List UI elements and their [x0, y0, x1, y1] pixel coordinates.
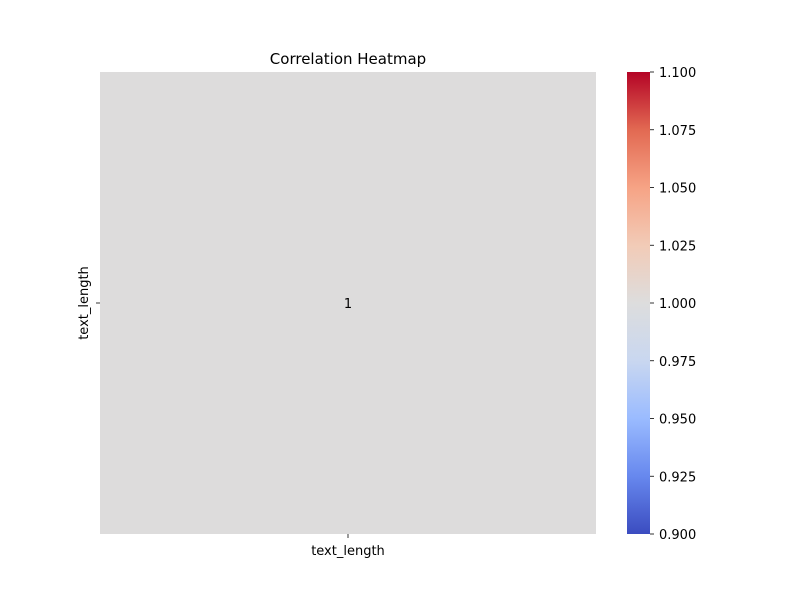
colorbar-tick-label: 0.950 [659, 413, 696, 428]
colorbar-tick-label: 1.100 [659, 66, 696, 81]
colorbar-gradient-bar [627, 72, 650, 534]
colorbar: 0.900 0.925 0.950 0.975 1.000 1.025 1.050 1.075… [627, 66, 696, 543]
colorbar-tick-label: 1.075 [659, 124, 696, 139]
chart-title: Correlation Heatmap [270, 50, 426, 68]
colorbar-tick-label: 0.975 [659, 355, 696, 370]
heatmap-annotations: 1 [344, 297, 352, 312]
colorbar-tick-label: 1.050 [659, 182, 696, 197]
heatmap-cell [100, 72, 596, 534]
heatmap-cells [100, 72, 596, 534]
row-label: text_length [77, 266, 92, 340]
colorbar-tick-label: 1.025 [659, 239, 696, 254]
cell-annotation: 1 [344, 297, 352, 312]
colorbar-tick-label: 0.925 [659, 470, 696, 485]
column-label: text_length [311, 544, 385, 559]
colorbar-tick-label: 0.900 [659, 528, 696, 543]
column-axis: text_length [311, 534, 385, 559]
colorbar-ticks: 0.900 0.925 0.950 0.975 1.000 1.025 1.050 1.075… [650, 66, 696, 543]
row-axis: text_length [77, 266, 100, 340]
colorbar-tick-label: 1.000 [659, 297, 696, 312]
